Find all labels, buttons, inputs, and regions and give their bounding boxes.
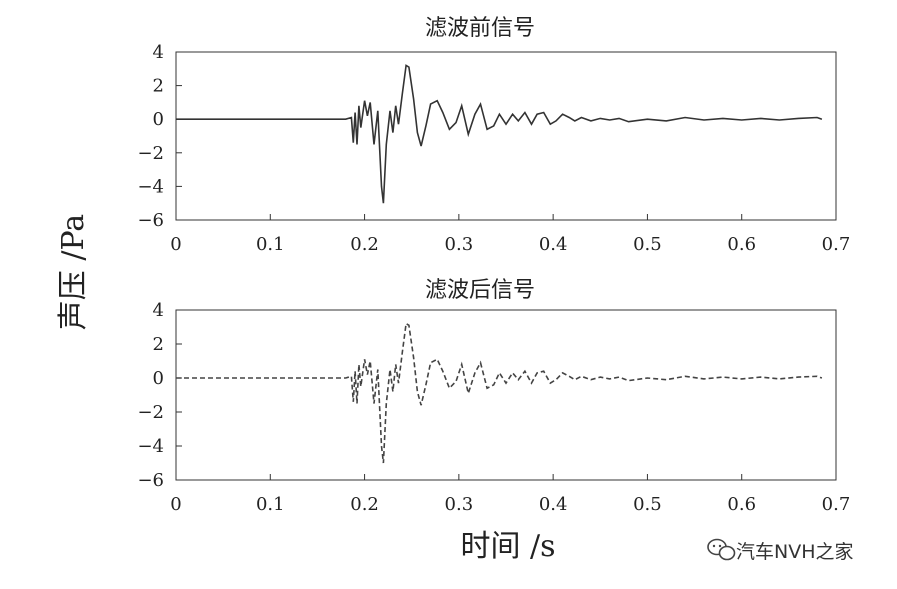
y-tick-label: 2 (153, 334, 164, 355)
subplot-after-filter: 滤波后信号 4 2 0 −2 −4 −6 0 0.1 0.2 0.3 0.4 0.5 0.6 0.7 (137, 278, 850, 515)
x-tick-label: 0.1 (256, 494, 285, 515)
y-ticks: 4 2 0 −2 −4 −6 (137, 300, 182, 491)
x-tick-label: 0.1 (256, 234, 285, 255)
x-tick-label: 0.3 (445, 494, 474, 515)
subplot-title: 滤波前信号 (425, 16, 535, 41)
x-tick-label: 0.4 (539, 234, 568, 255)
y-tick-label: −2 (137, 143, 164, 164)
x-tick-label: 0.6 (727, 234, 756, 255)
y-tick-label: 4 (153, 300, 164, 321)
y-tick-label: −6 (137, 210, 164, 231)
y-tick-label: 0 (153, 368, 164, 389)
y-tick-label: −4 (137, 176, 164, 197)
plot-frame (175, 51, 837, 221)
y-ticks: 4 2 0 −2 −4 −6 (137, 42, 182, 231)
watermark: 汽车NVH之家 (707, 538, 854, 563)
x-tick-label: 0.3 (445, 234, 474, 255)
x-tick-label: 0.4 (539, 494, 568, 515)
x-tick-label: 0.7 (822, 234, 851, 255)
y-tick-label: −4 (137, 436, 164, 457)
y-tick-label: 0 (153, 109, 164, 130)
x-tick-label: 0 (170, 234, 181, 255)
shared-xlabel: 时间 /s (460, 529, 555, 564)
x-tick-label: 0 (170, 494, 181, 515)
x-tick-label: 0.6 (727, 494, 756, 515)
shared-ylabel: 声压 /Pa (56, 214, 91, 330)
series-line (176, 64, 823, 204)
series-line (176, 322, 823, 464)
subplot-title: 滤波后信号 (425, 278, 535, 303)
subplot-before-filter: 滤波前信号 4 2 0 −2 −4 −6 0 0.1 0.2 0.3 0.4 0.5 0.6 0.7 (137, 16, 850, 255)
x-tick-label: 0.2 (350, 234, 379, 255)
y-tick-label: 4 (153, 42, 164, 63)
wechat-icon (707, 538, 736, 561)
x-tick-label: 0.5 (633, 494, 662, 515)
x-ticks: 0 0.1 0.2 0.3 0.4 0.5 0.6 0.7 (170, 474, 850, 515)
y-tick-label: −6 (137, 470, 164, 491)
x-ticks: 0 0.1 0.2 0.3 0.4 0.5 0.6 0.7 (170, 214, 850, 255)
y-tick-label: −2 (137, 402, 164, 423)
plot-frame (175, 309, 837, 481)
y-tick-label: 2 (153, 76, 164, 97)
x-tick-label: 0.7 (822, 494, 851, 515)
x-tick-label: 0.5 (633, 234, 662, 255)
x-tick-label: 0.2 (350, 494, 379, 515)
watermark-text: 汽车NVH之家 (736, 541, 854, 563)
